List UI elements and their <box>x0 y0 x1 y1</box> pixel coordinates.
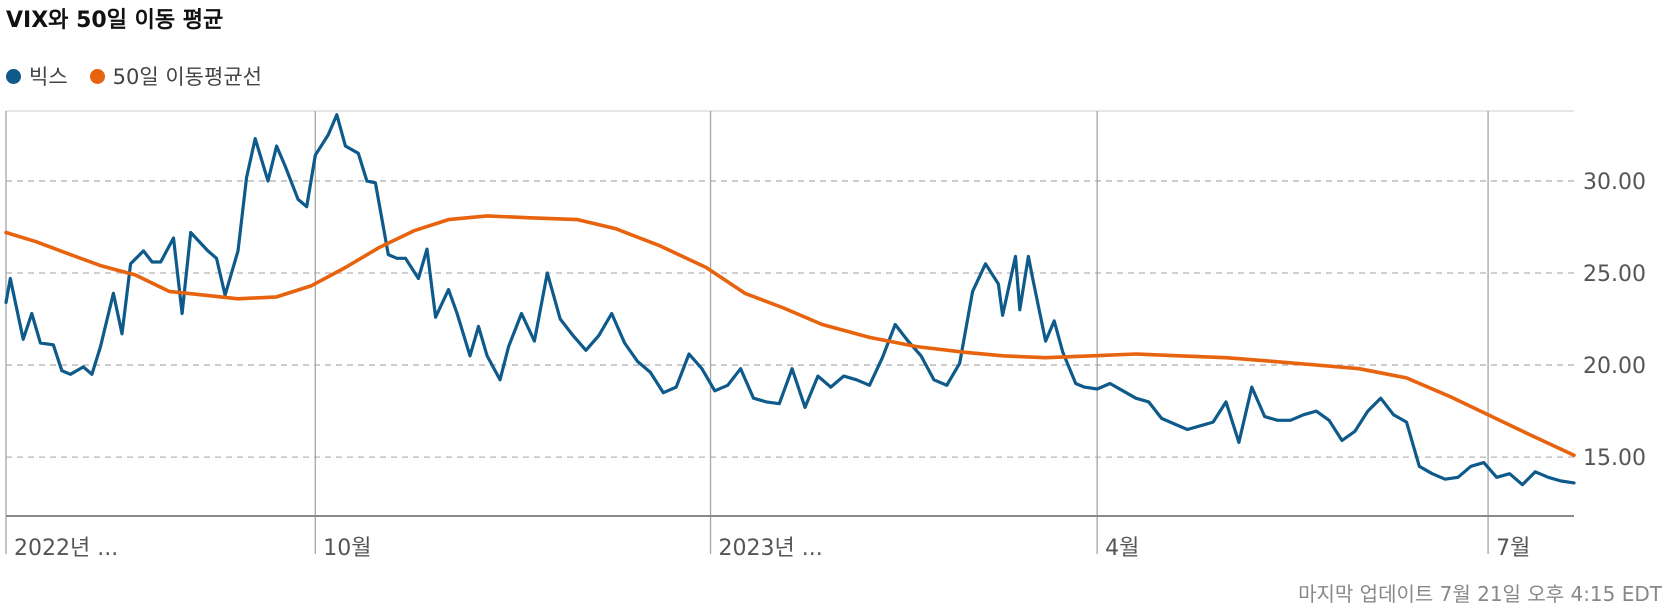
series-line-vix <box>4 113 1576 487</box>
x-tick-label: 7월 <box>1496 536 1530 561</box>
legend-swatch-vix <box>6 68 21 84</box>
legend-swatch-moving-average <box>89 68 105 84</box>
legend-label-moving-average: 50일 이동평균선 <box>112 65 262 89</box>
x-tick-label: 10월 <box>323 536 371 561</box>
last-updated-note: 마지막 업데이트 7월 21일 오후 4:15 EDT <box>1298 582 1662 606</box>
legend-item-moving-average: 50일 이동평균선 <box>89 61 262 91</box>
chart-legend: 빅스 50일 이동평균선 <box>6 61 284 91</box>
x-tick-label: 2023년 ... <box>719 536 823 561</box>
line-chart: 15.00 20.00 25.00 30.00 2022년 ... 10월 2023년 ..… <box>4 110 1646 561</box>
x-tick-label: 4월 <box>1105 536 1139 561</box>
x-tick-label: 2022년 ... <box>14 536 118 561</box>
y-tick-label: 15.00 <box>1583 446 1646 471</box>
y-tick-label: 25.00 <box>1583 262 1646 287</box>
legend-item-vix: 빅스 <box>6 61 68 91</box>
series-line-moving-average <box>4 214 1576 458</box>
y-tick-label: 20.00 <box>1583 354 1646 379</box>
y-tick-label: 30.00 <box>1583 170 1646 195</box>
legend-label-vix: 빅스 <box>29 65 68 89</box>
chart-title: VIX와 50일 이동 평균 <box>6 8 224 33</box>
